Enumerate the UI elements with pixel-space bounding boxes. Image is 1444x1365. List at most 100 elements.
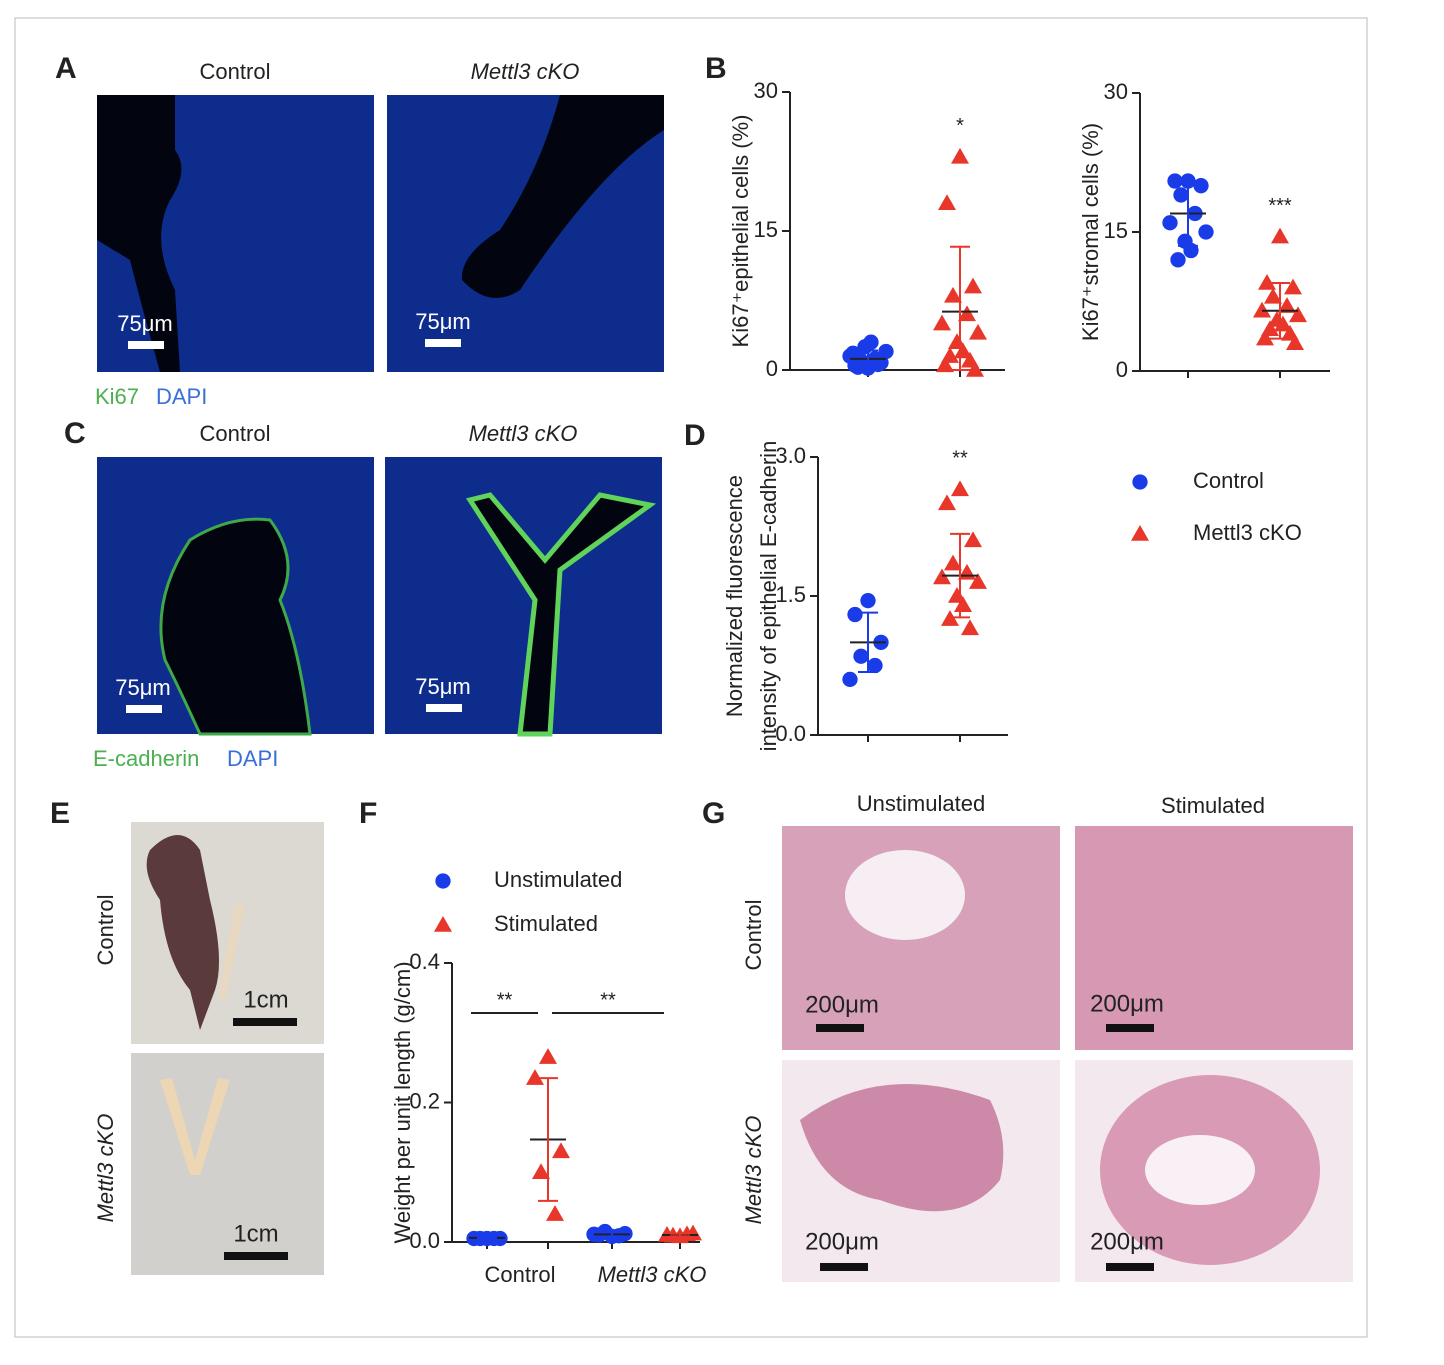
scale-bar [233,1018,297,1026]
stain-label: DAPI [227,746,278,771]
y-tick-label: 0.0 [409,1228,440,1253]
data-point [1162,215,1178,231]
scale-label: 75μm [415,309,470,334]
data-point [1167,173,1183,189]
data-point [847,606,863,623]
panel-label: G [702,797,725,830]
data-point [539,1048,557,1064]
scale-bar [820,1263,868,1271]
data-point [948,333,966,349]
scale-label: 200μm [805,1228,879,1255]
scale-bar [224,1252,288,1260]
y-tick-label: 0 [766,356,778,381]
error-bar [950,245,970,371]
error-bar [602,1231,622,1238]
x-tick-label: Mettl3 cKO [598,1262,707,1287]
lumen [465,492,657,737]
data-point [1286,334,1304,350]
error-bar [858,349,878,369]
data-point [969,573,987,589]
y-axis-label: Ki67⁺stromal cells (%) [1078,123,1103,341]
panel-label: D [684,419,706,452]
data-point [964,277,982,294]
scale-bar [1106,1263,1154,1271]
data-point [954,596,972,613]
scale-bar [128,341,164,349]
scale-label: 1cm [233,1220,278,1247]
data-point [944,286,962,303]
data-point [845,345,861,361]
row-label: Control [93,895,118,966]
specimen [160,1078,230,1175]
data-point [1198,224,1214,240]
data-point [863,334,879,350]
data-point [951,147,969,164]
y-axis-label: Normalized fluorescence [722,475,747,717]
error-bar [950,532,970,619]
stain-label: E-cadherin [93,746,199,771]
data-point [966,361,984,377]
data-point [870,356,886,373]
panel-label: A [55,52,77,85]
data-point [954,342,972,359]
scale-label: 200μm [1090,1228,1164,1255]
lumen [1145,1135,1255,1205]
y-tick-label: 0.2 [409,1088,440,1113]
scale-label: 75μm [115,675,170,700]
data-point [1256,329,1274,346]
column-title: Control [200,59,271,84]
lumen [97,95,182,372]
y-tick-label: 0 [1116,357,1128,382]
significance: *** [1268,195,1292,217]
histology [1075,826,1353,1050]
significance: ** [497,989,513,1011]
data-point [958,305,976,322]
scale-bar [126,705,162,713]
data-point [1131,525,1149,541]
scale-label: 200μm [805,991,879,1018]
y-tick-label: 0.0 [775,721,806,746]
data-point [936,356,954,373]
panel-label: C [64,417,86,450]
legend-label: Stimulated [494,911,598,936]
significance: ** [600,989,616,1011]
error-bar [858,611,878,673]
data-point [1173,187,1189,203]
data-point [951,480,969,497]
data-point [944,554,962,571]
stain-label: Ki67 [95,384,139,409]
panel-label: B [705,52,727,85]
data-point [878,343,894,360]
scale-label: 75μm [117,311,172,336]
data-point [860,592,876,609]
column-title: Mettl3 cKO [469,421,578,446]
specimen [218,905,245,1000]
scale-label: 75μm [415,674,470,699]
y-tick-label: 15 [1104,218,1128,243]
error-bar [670,1232,690,1238]
data-point [961,619,979,636]
y-axis-label: Weight per unit length (g/cm) [390,961,415,1243]
specimen [146,835,219,1030]
panel-label: F [359,797,377,830]
data-point [546,1205,564,1221]
scale-label: 1cm [243,986,288,1013]
scale-label: 200μm [1090,990,1164,1017]
data-point [434,916,452,932]
significance: * [956,115,964,137]
data-point [1271,227,1289,244]
scale-bar [425,339,461,347]
legend-label: Control [1193,468,1264,493]
y-tick-label: 1.5 [775,582,806,607]
data-point [964,531,982,548]
data-point [853,648,869,664]
y-tick-label: 3.0 [775,443,806,468]
data-point [969,323,987,340]
y-tick-label: 30 [754,78,778,103]
legend-label: Mettl3 cKO [1193,520,1302,545]
data-point [552,1142,570,1159]
y-axis-label: Ki67⁺epithelial cells (%) [728,115,753,348]
data-point [938,494,956,511]
data-point [526,1069,544,1085]
